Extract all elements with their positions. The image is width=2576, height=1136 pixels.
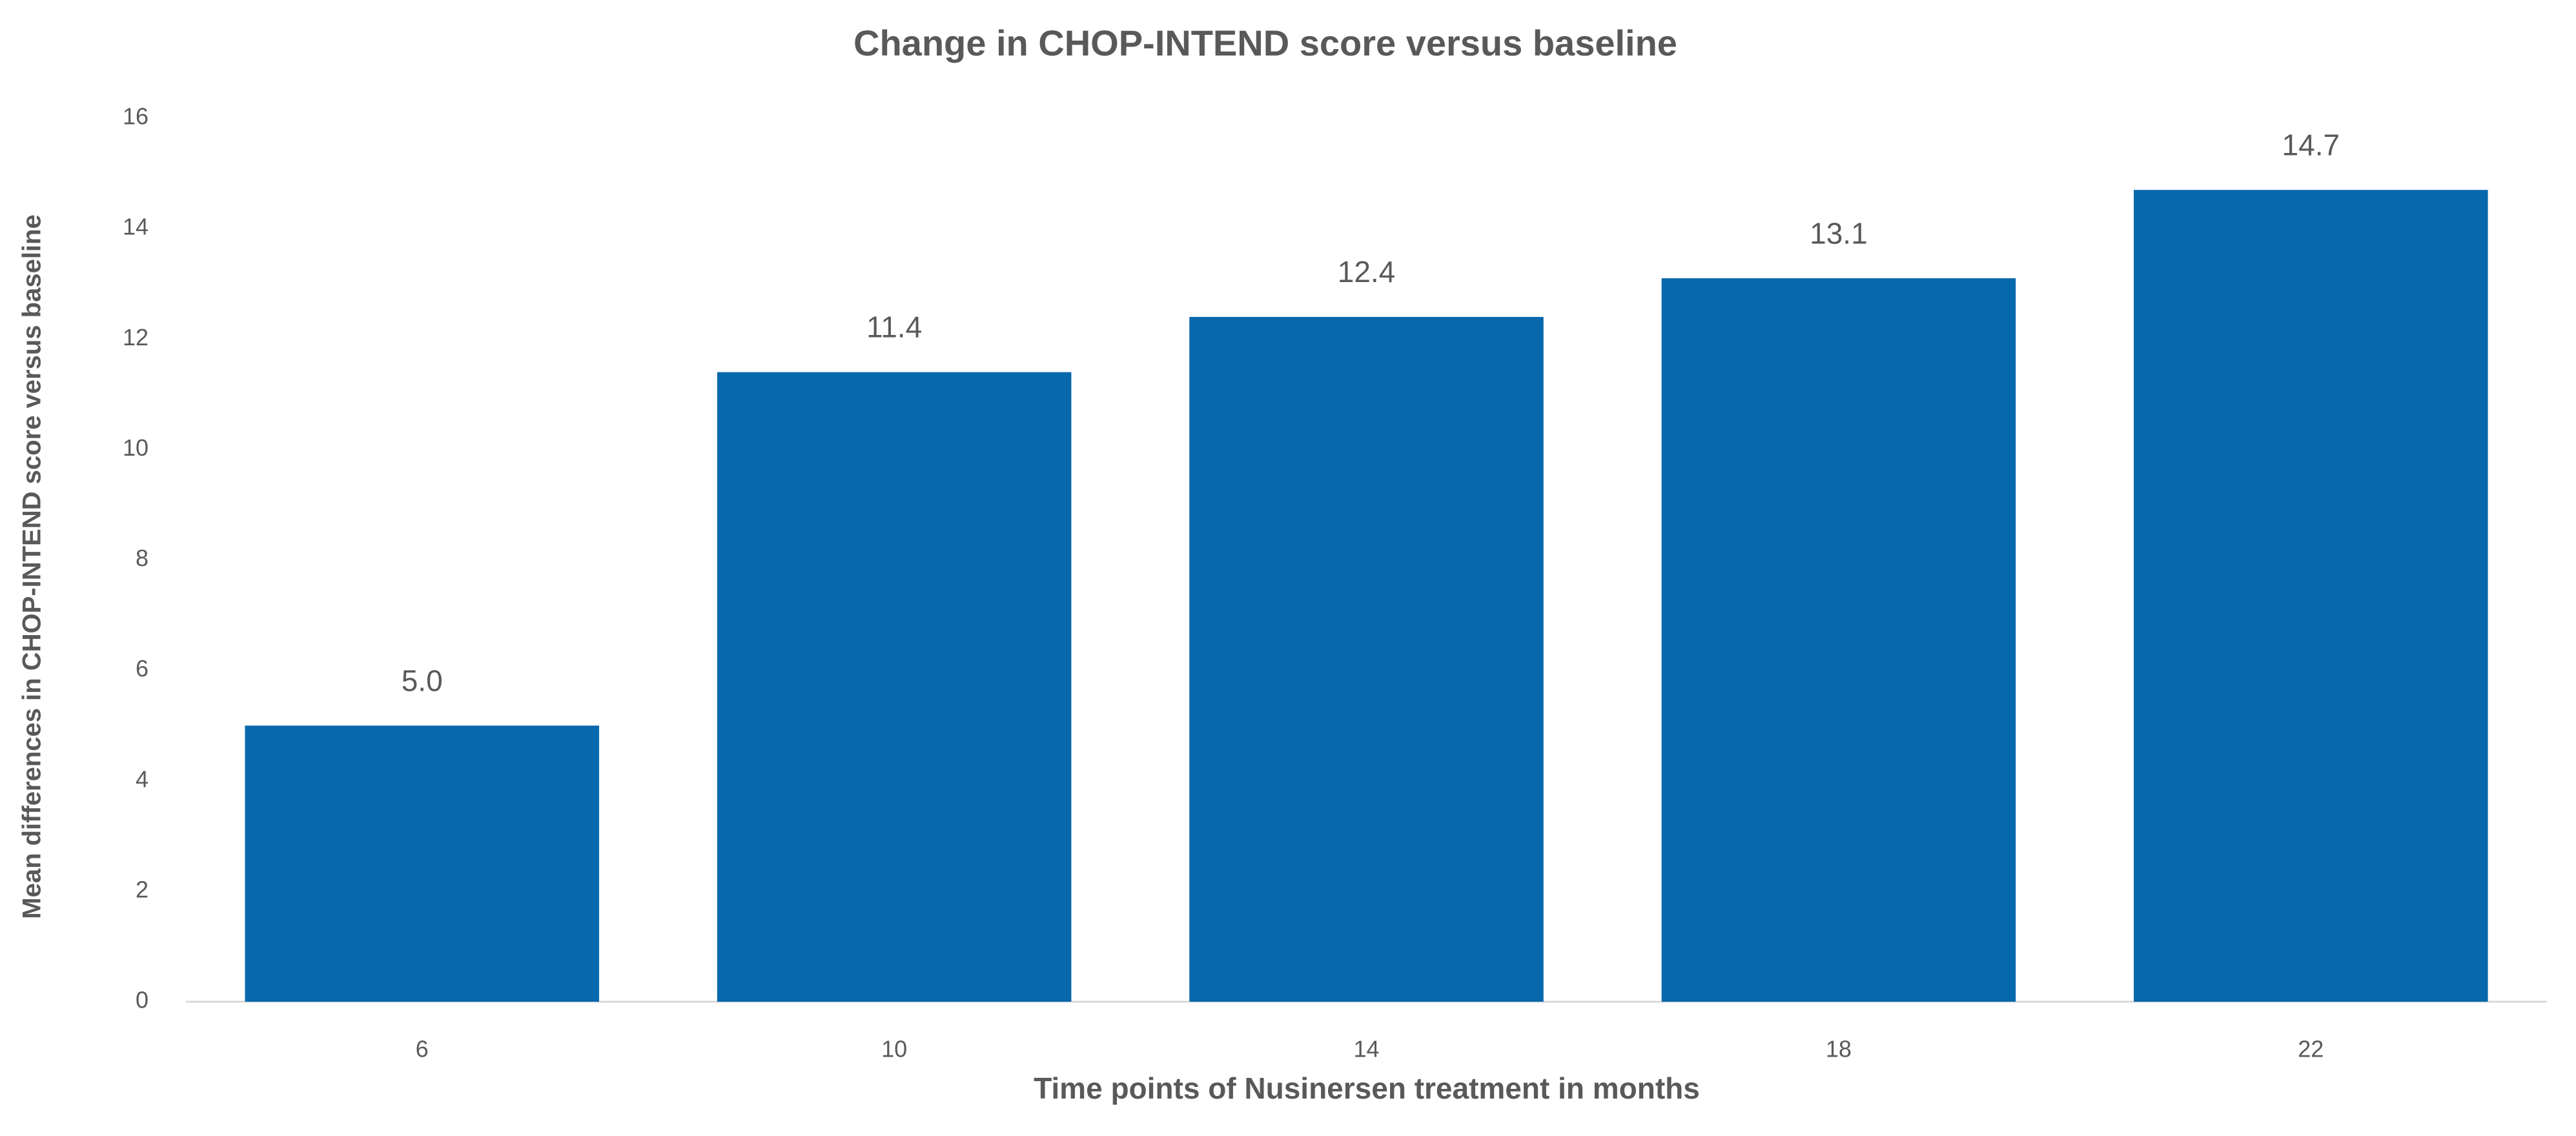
bar bbox=[2134, 190, 2488, 1002]
y-tick-label: 10 bbox=[123, 434, 148, 461]
y-tick-label: 6 bbox=[136, 655, 148, 682]
bar bbox=[1189, 317, 1544, 1002]
value-label: 11.4 bbox=[866, 310, 922, 344]
bar bbox=[717, 372, 1072, 1002]
bar bbox=[245, 725, 599, 1002]
x-tick-label: 6 bbox=[416, 1036, 429, 1062]
value-label: 13.1 bbox=[1810, 216, 1868, 250]
y-tick-label: 8 bbox=[136, 545, 148, 571]
x-tick-label: 18 bbox=[1826, 1036, 1852, 1062]
y-tick-label: 2 bbox=[136, 876, 148, 902]
y-tick-label: 12 bbox=[123, 324, 148, 350]
x-tick-label: 22 bbox=[2298, 1036, 2324, 1062]
y-tick-label: 14 bbox=[123, 214, 148, 240]
x-axis-label: Time points of Nusinersen treatment in m… bbox=[1034, 1071, 1700, 1105]
x-tick-label: 14 bbox=[1353, 1036, 1379, 1062]
y-tick-label: 16 bbox=[123, 103, 148, 130]
y-tick-label: 0 bbox=[136, 987, 148, 1013]
y-axis-label: Mean differences in CHOP-INTEND score ve… bbox=[18, 214, 46, 918]
bar bbox=[1661, 278, 2016, 1002]
x-tick-label: 10 bbox=[881, 1036, 907, 1062]
value-label: 14.7 bbox=[2282, 128, 2340, 161]
value-label: 5.0 bbox=[402, 664, 443, 697]
chart-title: Change in CHOP-INTEND score versus basel… bbox=[854, 23, 1677, 63]
y-tick-label: 4 bbox=[136, 766, 148, 792]
value-label: 12.4 bbox=[1338, 255, 1396, 289]
